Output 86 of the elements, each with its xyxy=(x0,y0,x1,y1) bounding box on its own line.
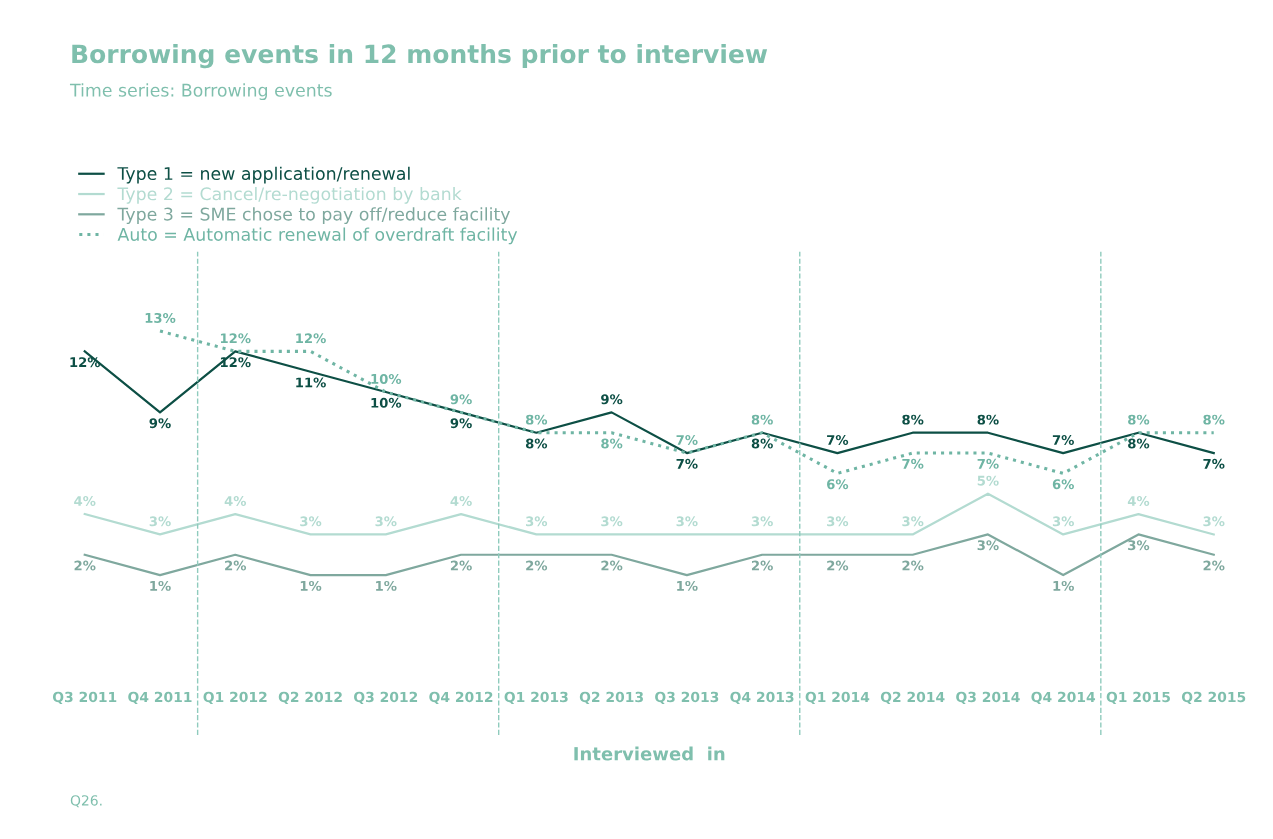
data-label: 3% xyxy=(827,516,849,527)
data-label: 2% xyxy=(827,560,849,571)
data-label: 7% xyxy=(1203,458,1225,469)
data-label: 1% xyxy=(1053,580,1074,591)
chart-title: Borrowing events in 12 months prior to interview xyxy=(72,43,768,69)
x-tick-label: Q3 2014 xyxy=(956,691,1020,705)
data-label: 10% xyxy=(371,373,402,384)
x-tick-label: Q1 2014 xyxy=(805,691,870,705)
data-label: 3% xyxy=(676,516,698,527)
data-label: 10% xyxy=(371,397,402,408)
data-label: 2% xyxy=(74,560,96,571)
data-label: 12% xyxy=(220,357,251,368)
data-label: 1% xyxy=(300,580,322,591)
data-label: 2% xyxy=(751,560,773,571)
data-label: 8% xyxy=(601,438,623,449)
legend-label: Type 3 = SME chose to pay off/reduce facility xyxy=(117,207,511,224)
data-label: 8% xyxy=(977,414,999,425)
data-label: 3% xyxy=(1128,540,1150,551)
data-label: 7% xyxy=(676,434,698,445)
data-label: 3% xyxy=(751,516,773,527)
x-axis-title: Interviewed in xyxy=(574,746,725,761)
data-label: 5% xyxy=(977,475,999,486)
text: Q26. xyxy=(70,795,102,808)
x-tick-label: Q4 2013 xyxy=(730,691,794,705)
data-label: 3% xyxy=(1052,516,1074,527)
data-label: 8% xyxy=(525,438,548,449)
data-label: 2% xyxy=(526,560,548,571)
data-label: 12% xyxy=(296,333,326,344)
data-label: 8% xyxy=(525,414,548,425)
data-label: 2% xyxy=(601,560,623,571)
x-tick-label: Q1 2012 xyxy=(203,691,267,705)
data-label: 8% xyxy=(902,414,924,425)
x-tick-label: Q2 2015 xyxy=(1181,691,1246,705)
data-label: 2% xyxy=(450,560,472,571)
data-label: 4% xyxy=(224,495,247,506)
data-label: 4% xyxy=(450,495,472,506)
data-label: 1% xyxy=(677,580,698,591)
x-tick-label: Q4 2012 xyxy=(429,691,493,705)
data-label: 8% xyxy=(1128,414,1150,425)
data-label: 13% xyxy=(145,312,176,323)
data-label: 9% xyxy=(450,418,472,429)
data-label: 11% xyxy=(296,377,326,388)
x-tick-label: Q4 2011 xyxy=(128,691,192,705)
data-label: 7% xyxy=(827,434,849,445)
data-label: 9% xyxy=(601,394,623,405)
data-label: 3% xyxy=(601,516,623,527)
data-label: 8% xyxy=(751,438,773,449)
data-label: 8% xyxy=(1203,414,1225,425)
data-label: 2% xyxy=(902,560,924,571)
data-label: 7% xyxy=(1052,434,1074,445)
data-label: 4% xyxy=(1127,495,1150,506)
x-tick-label: Q1 2013 xyxy=(504,691,568,705)
legend-label: Type 1 = new application/renewal xyxy=(117,166,410,184)
data-label: 7% xyxy=(977,458,999,469)
data-label: 2% xyxy=(1203,560,1225,571)
data-label: 2% xyxy=(225,560,247,571)
data-label: 8% xyxy=(751,414,773,425)
data-label: 12% xyxy=(220,333,251,344)
x-tick-label: Q3 2013 xyxy=(655,691,719,705)
data-label: 7% xyxy=(676,458,698,469)
data-label: 3% xyxy=(1203,516,1225,527)
chart-subtitle: Time series: Borrowing events xyxy=(69,83,332,101)
data-label: 3% xyxy=(977,540,999,551)
data-label: 6% xyxy=(827,479,849,490)
x-tick-label: Q3 2012 xyxy=(354,691,418,705)
data-label: 3% xyxy=(375,516,397,527)
data-label: 9% xyxy=(450,394,472,405)
data-label: 1% xyxy=(150,580,171,591)
x-tick-label: Q4 2014 xyxy=(1031,691,1096,705)
data-label: 6% xyxy=(1052,479,1074,490)
legend-label: Type 2 = Cancel/re-negotiation by bank xyxy=(117,186,462,204)
data-label: 9% xyxy=(149,418,171,429)
legend-label: Auto = Automatic renewal of overdraft facility xyxy=(117,227,518,245)
data-label: 8% xyxy=(1128,438,1150,449)
data-label: 7% xyxy=(902,458,924,469)
x-tick-label: Q2 2012 xyxy=(278,691,342,705)
data-label: 3% xyxy=(902,516,924,527)
data-label: 3% xyxy=(149,516,171,527)
x-tick-label: Q1 2015 xyxy=(1106,691,1170,705)
x-tick-label: Q2 2014 xyxy=(880,691,945,705)
x-tick-label: Q3 2011 xyxy=(52,691,117,705)
data-label: 3% xyxy=(526,516,548,527)
data-label: 1% xyxy=(376,580,397,591)
x-tick-label: Q2 2013 xyxy=(579,691,643,705)
data-label: 4% xyxy=(74,495,96,506)
data-label: 3% xyxy=(300,516,322,527)
